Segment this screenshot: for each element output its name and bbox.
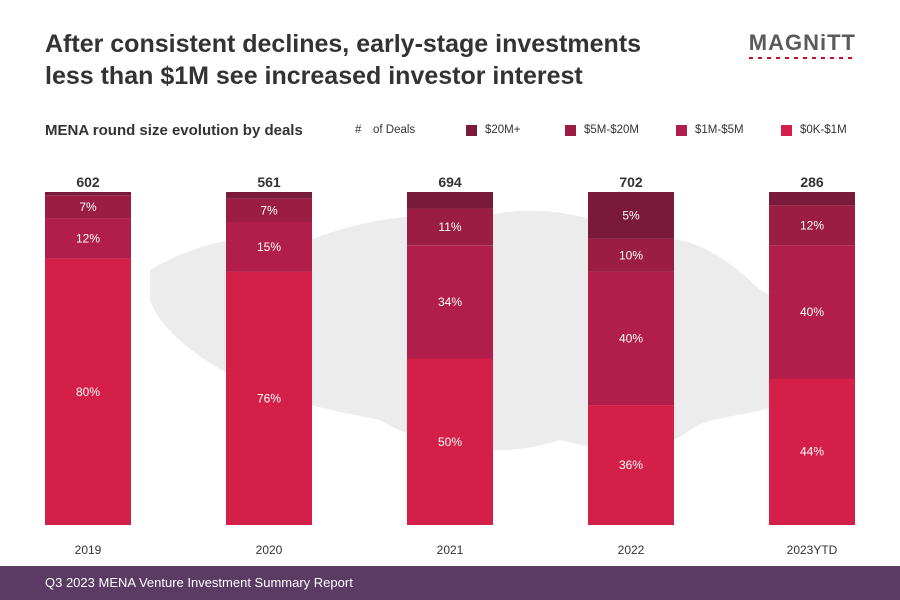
data-label: 44% xyxy=(800,445,824,459)
bar-total-label: 286 xyxy=(800,174,824,190)
page-title-line-2: less than $1M see increased investor int… xyxy=(45,62,583,90)
x-tick-label: 2020 xyxy=(256,543,283,557)
bars-group: 80% 12% 7% 602 2019 76% 15% 7% 561 2020 50% 34% 11% 6… xyxy=(45,174,855,557)
legend-label: $5M-$20M xyxy=(584,124,639,136)
legend-label: $0K-$1M xyxy=(800,124,847,136)
bar-segment xyxy=(45,195,131,219)
bar-segment xyxy=(769,245,855,379)
footer-text: Q3 2023 MENA Venture Investment Summary … xyxy=(45,575,353,590)
data-label: 5% xyxy=(622,208,640,222)
legend-label: $1M-$5M xyxy=(695,124,744,136)
brand-logo-underline xyxy=(748,57,856,59)
data-label: 7% xyxy=(260,203,278,217)
bar-segment xyxy=(588,405,674,525)
bar-segment xyxy=(769,205,855,246)
bar-segment xyxy=(588,238,674,272)
bar-total-label: 702 xyxy=(619,174,643,190)
data-label: 12% xyxy=(76,232,100,246)
stacked-bar-chart: 80% 12% 7% 602 2019 76% 15% 7% 561 2020 50% 34% 11% 6… xyxy=(45,174,855,557)
legend-item-20m-plus: $20M+ xyxy=(466,124,520,136)
bar-segment xyxy=(45,192,131,196)
bar-segment xyxy=(407,245,493,359)
page-title-line-1: After consistent declines, early-stage i… xyxy=(45,30,642,58)
data-label: 11% xyxy=(438,220,461,234)
bar-segment xyxy=(45,218,131,259)
legend-swatch xyxy=(676,124,687,136)
data-label: 50% xyxy=(438,435,462,449)
legend-item-1m-5m: $1M-$5M xyxy=(676,124,744,136)
legend-swatch xyxy=(781,124,792,136)
bar-total-label: 602 xyxy=(76,174,100,190)
bar-segment xyxy=(588,192,674,239)
bar-segment xyxy=(226,198,312,222)
data-label: 34% xyxy=(438,295,462,309)
bar-segment xyxy=(588,271,674,406)
data-label: 40% xyxy=(619,332,643,346)
data-label: 40% xyxy=(800,305,824,319)
data-label: 15% xyxy=(257,240,281,254)
bar-segment xyxy=(407,208,493,246)
legend-label: $20M+ xyxy=(485,124,521,136)
data-label: 76% xyxy=(257,392,281,406)
data-label: 10% xyxy=(619,248,643,262)
bar-segment xyxy=(407,358,493,525)
legend-item-5m-20m: $5M-$20M xyxy=(565,124,639,136)
bar-segment xyxy=(226,271,312,525)
x-tick-label: 2021 xyxy=(437,543,464,557)
legend-item-deals: of Deals xyxy=(373,124,415,136)
x-tick-label: 2023YTD xyxy=(787,543,838,557)
chart-title: MENA round size evolution by deals xyxy=(45,122,303,139)
bar-segment xyxy=(45,258,131,525)
x-tick-label: 2022 xyxy=(618,543,645,557)
bar-total-label: 561 xyxy=(257,174,281,190)
chart-legend: # of Deals $20M+ $5M-$20M $1M-$5M $0K-$1… xyxy=(0,124,900,142)
data-label: 36% xyxy=(619,458,643,472)
bar-segment xyxy=(769,192,855,206)
legend-swatch xyxy=(565,124,576,136)
bar-total-label: 694 xyxy=(438,174,462,190)
data-label: 7% xyxy=(79,200,97,214)
legend-item-0k-1m: $0K-$1M xyxy=(781,124,847,136)
footer-bar: Q3 2023 MENA Venture Investment Summary … xyxy=(0,566,900,600)
bar-segment xyxy=(769,378,855,525)
legend-hash: # xyxy=(355,124,362,136)
bar-segment xyxy=(407,192,493,209)
bar-segment xyxy=(226,222,312,272)
data-label: 80% xyxy=(76,385,100,399)
bar-segment xyxy=(226,192,312,199)
x-tick-label: 2019 xyxy=(75,543,102,557)
data-label: 12% xyxy=(800,218,824,232)
brand-logo-text: MAGNiTT xyxy=(748,30,856,55)
page-title: After consistent declines, early-stage i… xyxy=(45,28,665,92)
brand-logo: MAGNiTT xyxy=(748,30,856,59)
legend-label: of Deals xyxy=(373,124,416,136)
legend-swatch xyxy=(466,124,477,136)
